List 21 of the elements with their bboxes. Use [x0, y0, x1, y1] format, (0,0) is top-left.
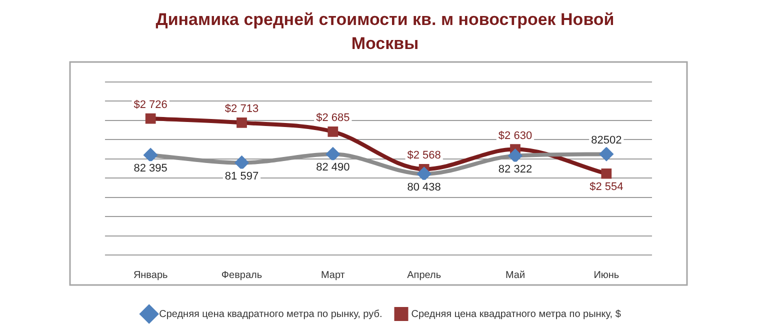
- x-tick-label: Февраль: [221, 270, 262, 281]
- x-tick-label: Май: [505, 270, 526, 281]
- data-label: $2 554: [590, 181, 624, 194]
- x-tick-label: Январь: [133, 270, 168, 281]
- data-label: 80 438: [407, 181, 441, 194]
- legend-label: Средняя цена квадратного метра по рынку, руб.: [159, 308, 382, 320]
- x-tick-label: Июнь: [594, 270, 620, 281]
- x-tick-label: Апрель: [407, 270, 442, 281]
- legend-label: Средняя цена квадратного метра по рынку, $: [411, 308, 622, 320]
- data-label: $2 713: [224, 103, 259, 116]
- data-label: $2 630: [498, 130, 532, 142]
- data-label: 82 490: [316, 162, 350, 174]
- data-label: $2 568: [407, 150, 441, 162]
- data-label: $2 726: [134, 99, 168, 112]
- chart-title: Динамика средней стоимости кв. м новостроек Новой Москвы: [154, 9, 616, 55]
- data-label: $2 685: [316, 112, 350, 124]
- x-tick-label: Март: [320, 270, 346, 281]
- data-label: 82502: [591, 134, 622, 147]
- data-label: 82 395: [134, 162, 168, 175]
- data-label: 82 322: [498, 163, 532, 176]
- data-label: 81 597: [224, 170, 259, 182]
